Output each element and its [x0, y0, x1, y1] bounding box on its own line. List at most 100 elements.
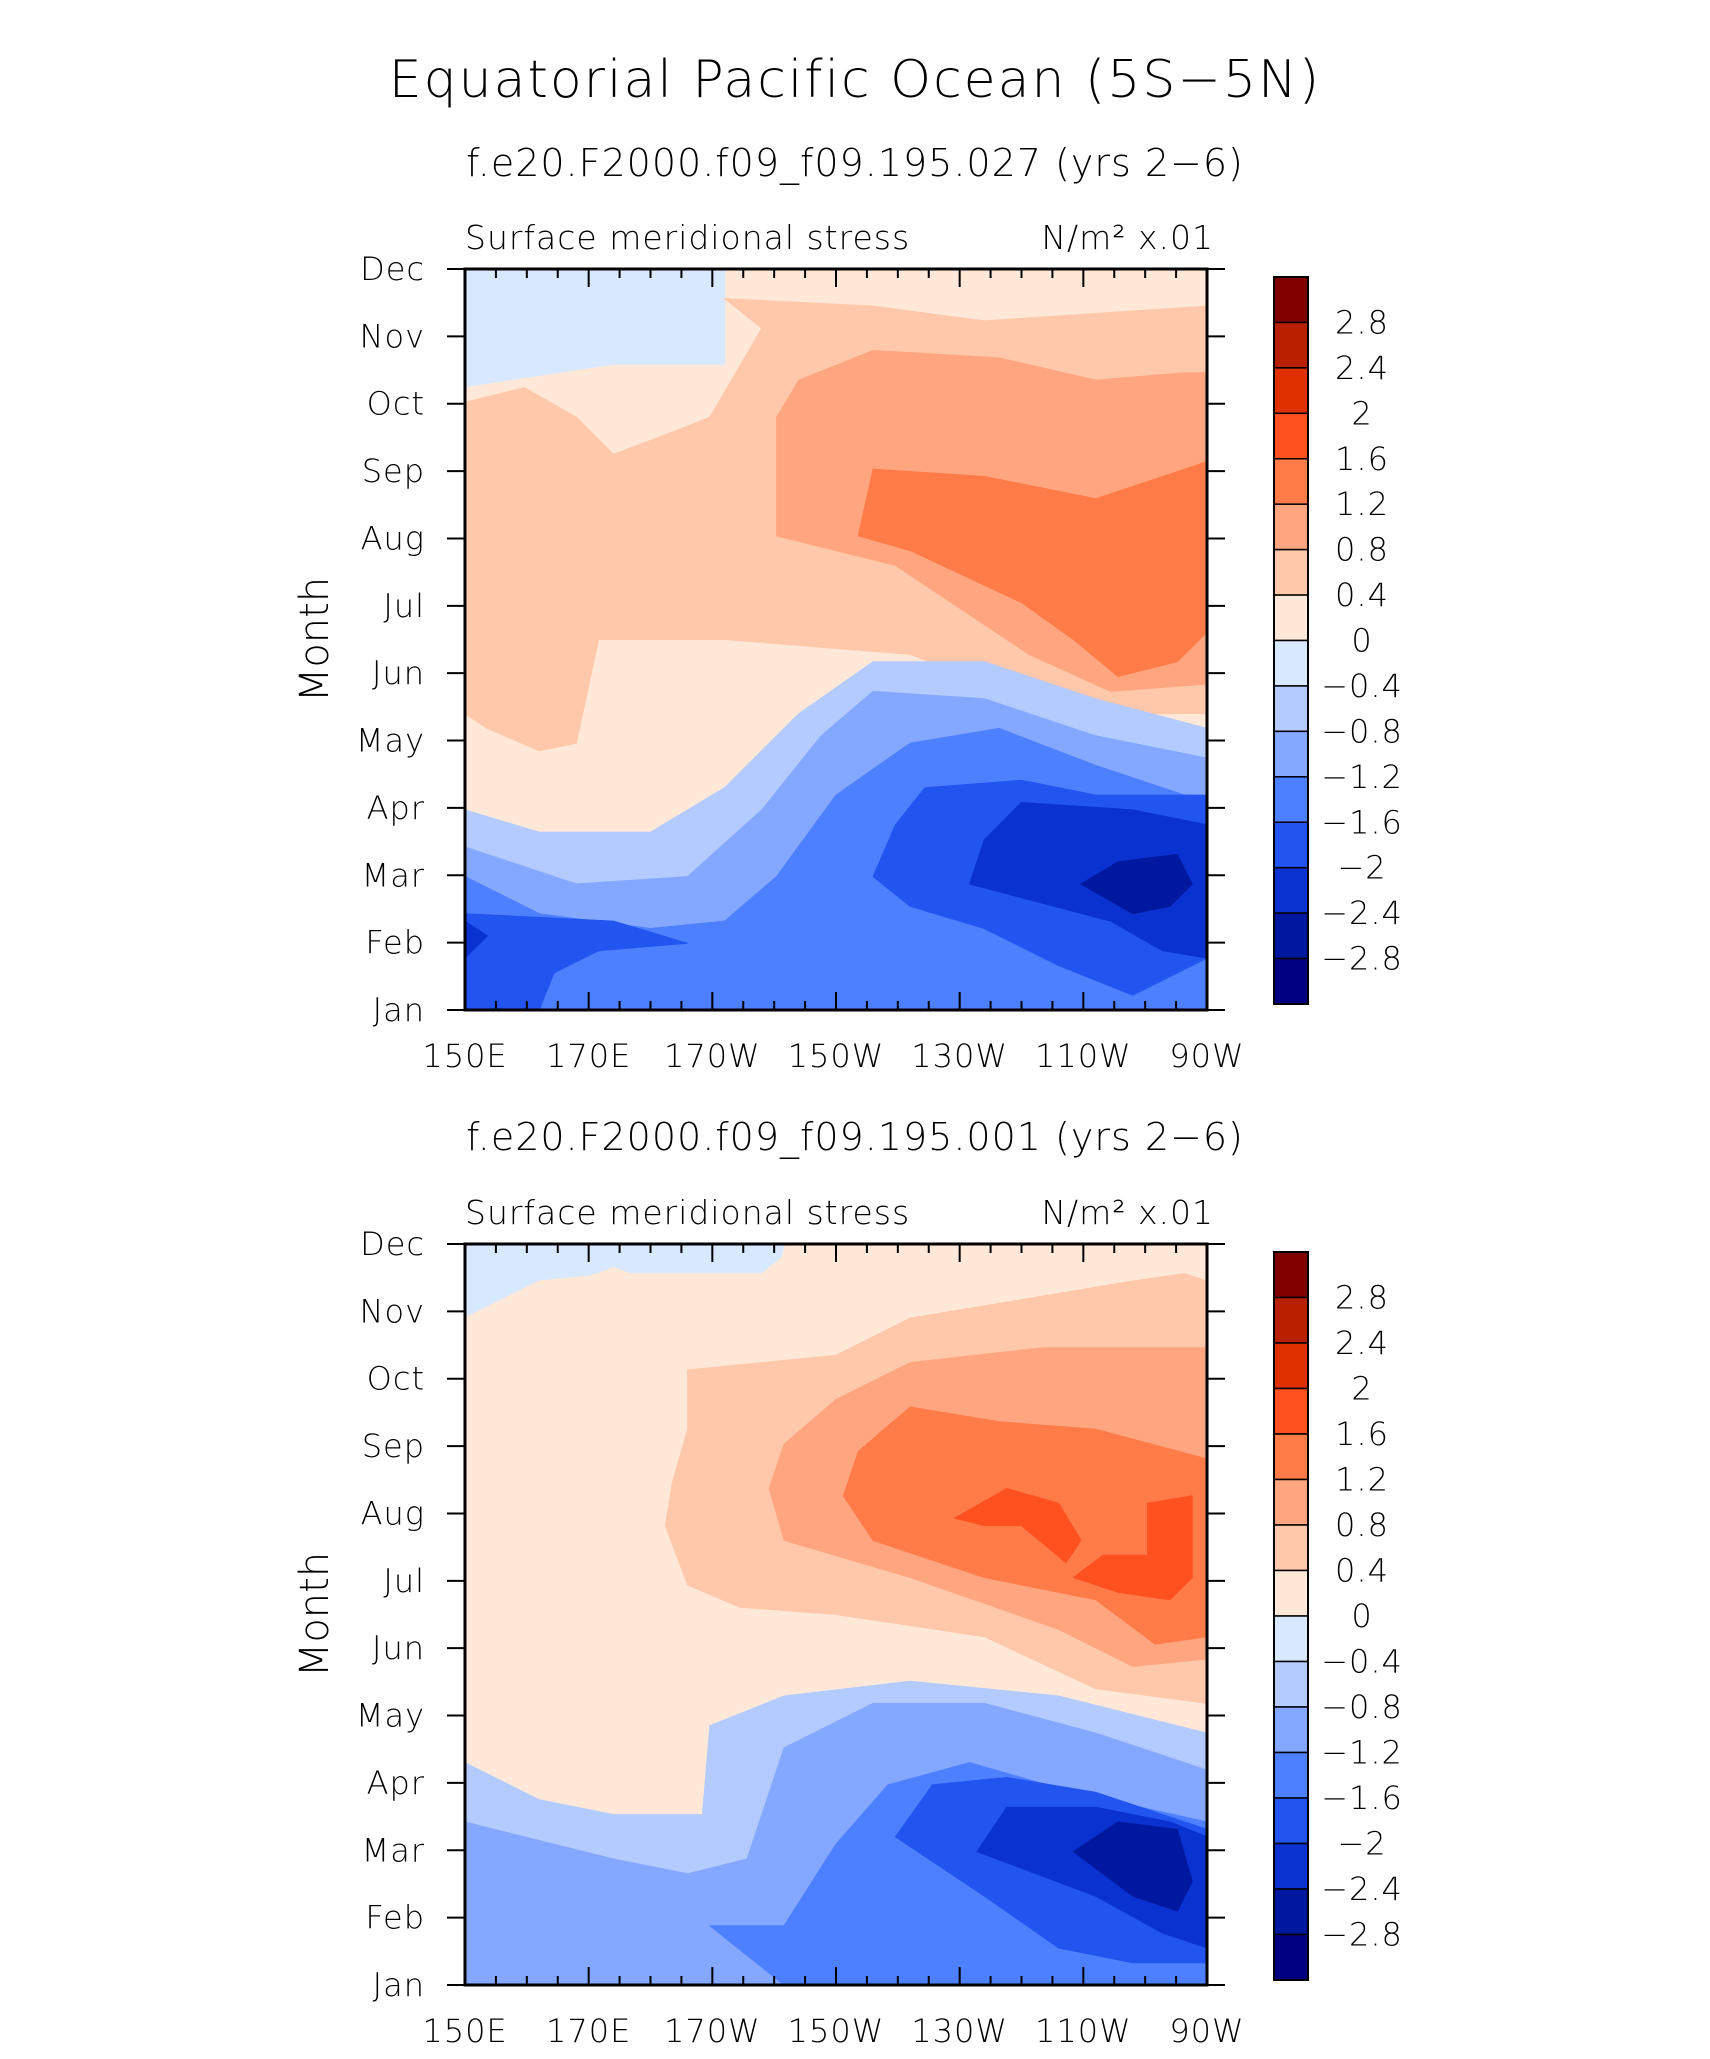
- colorbar-swatch: [1273, 776, 1309, 823]
- colorbar: 2.8 2.4 2 1.6 1.2 0.8 0.4 0 −0.4 −0.8 −1.2 −1.6 −2 −2…: [1273, 276, 1403, 1005]
- x-tick-label: 130W: [911, 1037, 1008, 1075]
- colorbar-label: 0.4: [1335, 576, 1389, 614]
- colorbar-swatch: [1273, 1751, 1309, 1799]
- x-tick-label: 110W: [1035, 2012, 1132, 2050]
- contour-region: [953, 1487, 1082, 1564]
- colorbar-label: 1.6: [1335, 1415, 1389, 1453]
- colorbar-label: 2: [1351, 1370, 1372, 1408]
- panel-title: f.e20.F2000.f09_f09.195.001 (yrs 2−6): [466, 1115, 1244, 1160]
- colorbar-label: 0: [1351, 1597, 1372, 1635]
- contour-region: [465, 920, 489, 959]
- y-tick-label: Nov: [360, 1292, 425, 1330]
- y-tick-label: Jun: [372, 654, 425, 692]
- x-tick-label: 110W: [1035, 1037, 1132, 1075]
- colorbar-label: −2.4: [1321, 1870, 1403, 1908]
- panel-bottom: f.e20.F2000.f09_f09.195.001 (yrs 2−6) Sur…: [292, 1115, 1403, 2050]
- units-label: N/m² x.01: [1041, 218, 1214, 257]
- colorbar-frame: [1273, 1251, 1309, 1981]
- y-tick-label: Apr: [367, 789, 425, 827]
- colorbar-label: 0: [1351, 622, 1372, 660]
- x-tick-label: 150E: [422, 2012, 507, 2050]
- colorbar-swatch: [1273, 1660, 1309, 1708]
- y-tick-label: May: [356, 722, 425, 760]
- colorbar-swatch: [1273, 866, 1309, 914]
- y-tick-label: Dec: [360, 250, 425, 288]
- y-tick-label: Nov: [360, 317, 425, 355]
- contour-region: [1079, 853, 1193, 915]
- colorbar-label: −2.4: [1321, 894, 1403, 932]
- y-tick-label: Jun: [372, 1629, 425, 1667]
- colorbar-swatch: [1273, 957, 1309, 1005]
- colorbar-label: 1.6: [1335, 440, 1389, 478]
- contour-fill: [465, 1244, 1207, 1985]
- x-tick-label: 150W: [788, 2012, 885, 2050]
- units-label: N/m² x.01: [1041, 1193, 1214, 1232]
- colorbar-swatch: [1273, 1706, 1309, 1754]
- colorbar-swatch: [1273, 1842, 1309, 1890]
- x-tick-label: 170W: [664, 2012, 761, 2050]
- x-tick-label: 90W: [1169, 1037, 1244, 1075]
- colorbar-label: 1.2: [1335, 485, 1389, 523]
- contour-region: [857, 461, 1207, 678]
- y-tick-label: May: [356, 1697, 425, 1735]
- variable-label: Surface meridional stress: [465, 1193, 910, 1232]
- panel-title: f.e20.F2000.f09_f09.195.027 (yrs 2−6): [466, 141, 1244, 186]
- y-tick-label: Aug: [361, 519, 425, 557]
- colorbar-swatch: [1273, 1933, 1309, 1981]
- colorbar-label: −0.8: [1321, 712, 1403, 750]
- colorbar-label: 0.8: [1335, 1506, 1389, 1544]
- colorbar-swatch: [1273, 730, 1309, 778]
- colorbar-label: −2.8: [1321, 1916, 1403, 1954]
- x-tick-label: 150E: [422, 1037, 507, 1075]
- colorbar-label: −0.8: [1321, 1688, 1403, 1726]
- colorbar-swatch: [1273, 594, 1309, 642]
- colorbar-swatch: [1273, 367, 1309, 415]
- colorbar-swatch: [1273, 458, 1309, 505]
- variable-label: Surface meridional stress: [465, 218, 910, 257]
- colorbar-swatch: [1273, 821, 1309, 869]
- colorbar: 2.8 2.4 2 1.6 1.2 0.8 0.4 0 −0.4 −0.8 −1.2 −1.6 −2 −2…: [1273, 1251, 1403, 1981]
- colorbar-swatch: [1273, 412, 1309, 460]
- colorbar-swatch: [1273, 1888, 1309, 1936]
- colorbar-swatch: [1273, 1569, 1309, 1617]
- colorbar-label: 2.4: [1335, 1324, 1389, 1362]
- y-tick-label: Jul: [383, 1562, 425, 1600]
- colorbar-label: −2: [1337, 849, 1386, 887]
- y-tick-label: Oct: [367, 385, 425, 423]
- y-tick-label: Feb: [365, 924, 425, 962]
- colorbar-label: 1.2: [1335, 1461, 1389, 1499]
- colorbar-label: −1.6: [1321, 1779, 1403, 1817]
- colorbar-label: 0.8: [1335, 531, 1389, 569]
- colorbar-swatch: [1273, 685, 1309, 733]
- contour-fill: [465, 269, 1207, 1010]
- colorbar-label: 2.8: [1335, 1279, 1389, 1317]
- colorbar-swatch: [1273, 1615, 1309, 1663]
- colorbar-swatch: [1273, 503, 1309, 551]
- colorbar-swatch: [1273, 1478, 1309, 1526]
- colorbar-swatch: [1273, 639, 1309, 687]
- colorbar-swatch: [1273, 1342, 1309, 1390]
- y-tick-label: Mar: [362, 856, 425, 894]
- x-tick-label: 150W: [788, 1037, 885, 1075]
- contour-region: [664, 1954, 719, 1985]
- figure-title: Equatorial Pacific Ocean (5S−5N): [389, 50, 1321, 110]
- contour-region: [465, 913, 688, 1010]
- contour-region: [465, 1865, 488, 1985]
- y-tick-label: Jan: [373, 1966, 425, 2004]
- colorbar-swatch: [1273, 912, 1309, 960]
- colorbar-label: 0.4: [1335, 1552, 1389, 1590]
- colorbar-frame: [1273, 276, 1309, 1005]
- contour-region: [1072, 1821, 1193, 1912]
- x-tick-label: 170E: [546, 1037, 631, 1075]
- y-axis-label: Month: [292, 1552, 338, 1677]
- x-tick-label: 170W: [664, 1037, 761, 1075]
- y-tick-label: Dec: [360, 1225, 425, 1263]
- x-tick-label: 130W: [911, 2012, 1008, 2050]
- x-tick-label: 90W: [1169, 2012, 1244, 2050]
- colorbar-swatch: [1273, 1387, 1309, 1435]
- colorbar-label: 2.8: [1335, 303, 1389, 341]
- colorbar-label: −2.8: [1321, 940, 1403, 978]
- y-tick-label: Sep: [362, 452, 425, 490]
- colorbar-swatch: [1273, 548, 1309, 596]
- colorbar-label: 2.4: [1335, 349, 1389, 387]
